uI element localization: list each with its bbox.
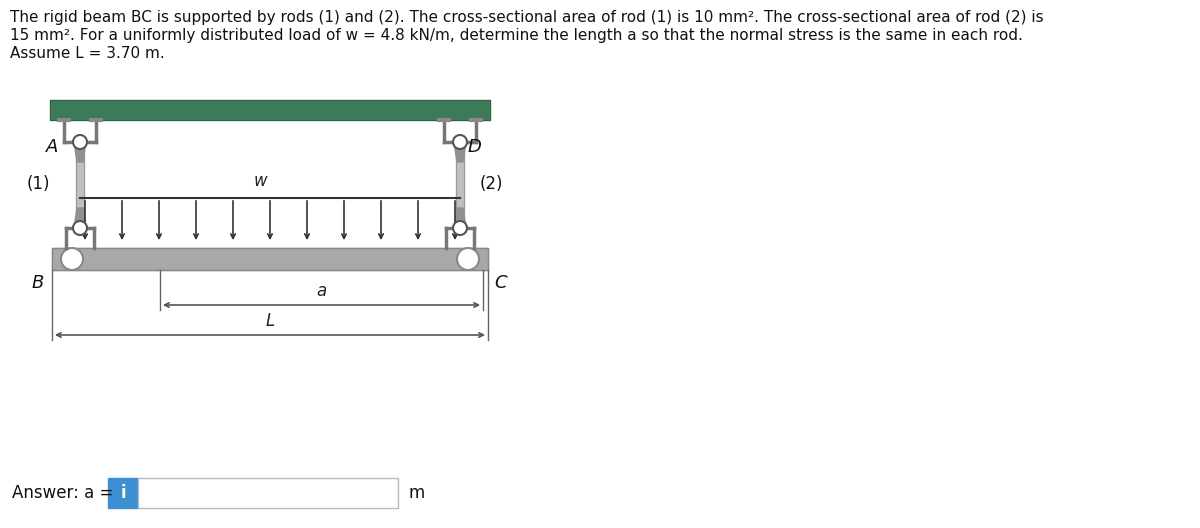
Circle shape	[454, 135, 467, 149]
Bar	[52, 248, 488, 270]
Text: a: a	[317, 282, 326, 300]
Polygon shape	[454, 208, 466, 228]
Text: A: A	[46, 138, 58, 156]
Polygon shape	[456, 143, 464, 225]
Circle shape	[73, 221, 88, 235]
Bar	[52, 248, 488, 270]
Circle shape	[457, 248, 479, 270]
Polygon shape	[454, 142, 466, 162]
Text: i: i	[120, 484, 126, 502]
Polygon shape	[74, 208, 86, 228]
Polygon shape	[74, 142, 86, 162]
Bar	[108, 478, 138, 508]
Text: L: L	[265, 312, 275, 330]
Text: (2): (2)	[480, 175, 504, 193]
Circle shape	[73, 135, 88, 149]
Polygon shape	[76, 143, 84, 225]
Text: m: m	[408, 484, 425, 502]
Text: w: w	[253, 172, 266, 190]
Text: C: C	[494, 274, 506, 292]
Text: Assume L = 3.70 m.: Assume L = 3.70 m.	[10, 46, 164, 61]
Bar	[138, 478, 398, 508]
Text: 15 mm². For a uniformly distributed load of w = 4.8 kN/m, determine the length a: 15 mm². For a uniformly distributed load…	[10, 28, 1022, 43]
Text: (1): (1)	[26, 175, 50, 193]
Bar	[50, 100, 490, 120]
Circle shape	[61, 248, 83, 270]
Text: Answer: a =: Answer: a =	[12, 484, 113, 502]
Circle shape	[454, 221, 467, 235]
Bar	[50, 100, 490, 120]
Text: D: D	[468, 138, 482, 156]
Text: B: B	[31, 274, 44, 292]
Text: The rigid beam BC is supported by rods (1) and (2). The cross-sectional area of : The rigid beam BC is supported by rods (…	[10, 10, 1044, 25]
